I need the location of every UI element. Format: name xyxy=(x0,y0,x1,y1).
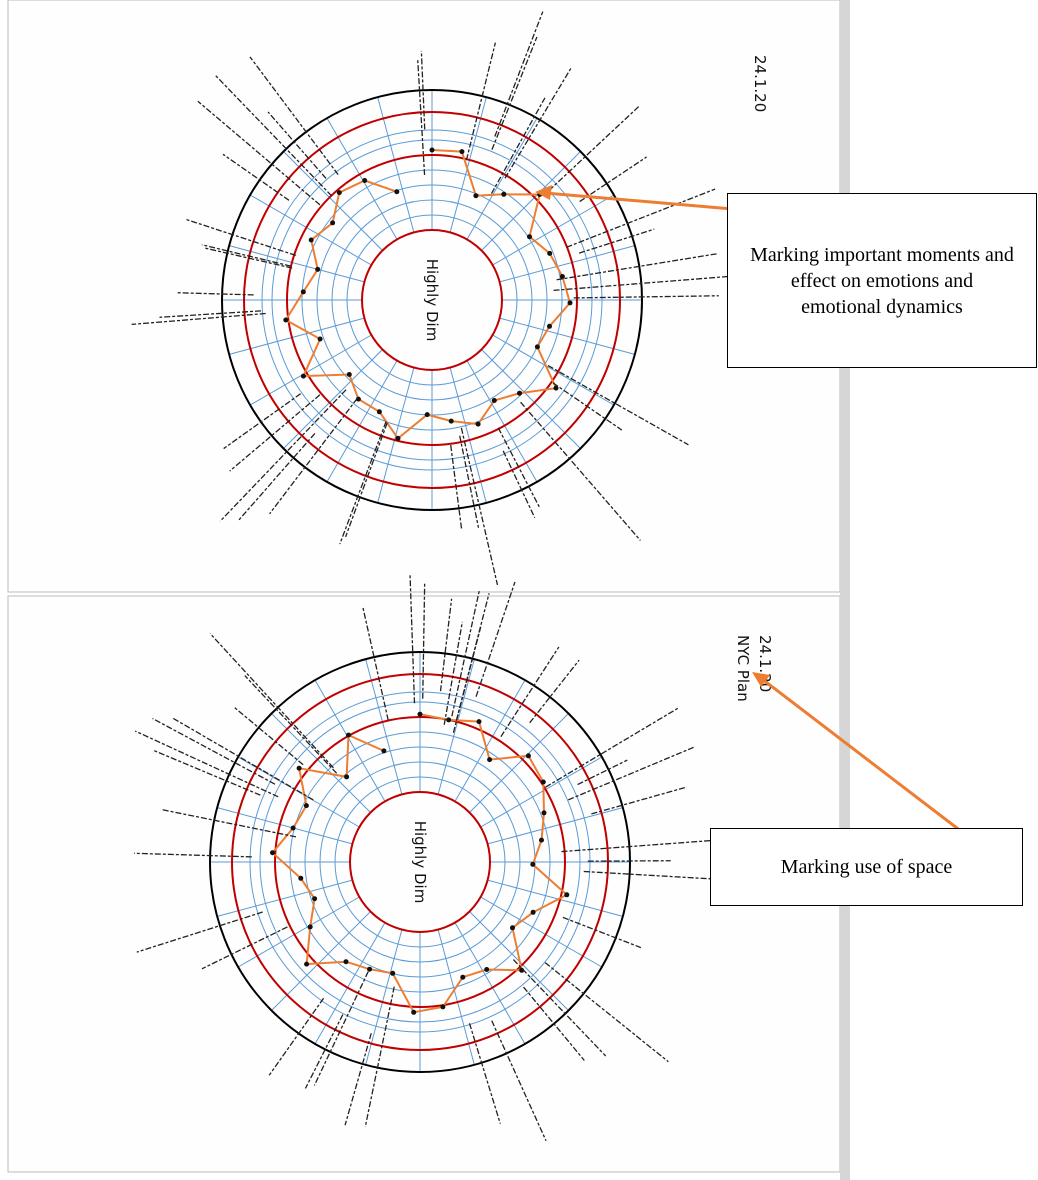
trace-point xyxy=(304,962,309,967)
trace-point xyxy=(476,422,481,427)
trace-point xyxy=(312,896,317,901)
date: 24.1.20 xyxy=(756,635,774,692)
date: 24.1.20 xyxy=(751,55,769,112)
trace-point xyxy=(297,766,302,771)
heading: NYC Plan xyxy=(734,635,752,702)
callout: Marking use of space xyxy=(710,828,1023,906)
trace-point xyxy=(309,238,314,243)
trace-point xyxy=(298,876,303,881)
trace-point xyxy=(425,412,430,417)
scan-edge xyxy=(840,0,850,1180)
trace-point xyxy=(301,289,306,294)
trace-point xyxy=(531,910,536,915)
trace-point xyxy=(344,774,349,779)
trace-point xyxy=(440,1004,445,1009)
trace-point xyxy=(542,810,547,815)
trace-point xyxy=(527,234,532,239)
page: Highly Dim Highly Dim 24.1.20 24.1.20 NY… xyxy=(0,0,1038,1180)
trace-point xyxy=(517,391,522,396)
trace-point xyxy=(318,337,323,342)
trace-point xyxy=(446,717,451,722)
callout: Marking important moments and effect on … xyxy=(727,193,1037,368)
trace-point xyxy=(568,300,573,305)
trace-point xyxy=(390,971,395,976)
trace-point xyxy=(396,436,401,441)
trace-point xyxy=(526,753,531,758)
trace-point xyxy=(346,733,351,738)
trace-point xyxy=(411,1010,416,1015)
trace-point xyxy=(484,967,489,972)
trace-point xyxy=(270,850,275,855)
trace-point xyxy=(362,178,367,183)
trace-point xyxy=(291,826,296,831)
trace-point xyxy=(530,862,535,867)
trace-point xyxy=(301,374,306,379)
trace-point xyxy=(283,318,288,323)
trace-point xyxy=(564,892,569,897)
trace-point xyxy=(394,189,399,194)
center-label: Highly Dim xyxy=(411,821,429,904)
trace-point xyxy=(541,780,546,785)
trace-point xyxy=(539,838,544,843)
trace-point xyxy=(308,924,313,929)
trace-point xyxy=(381,748,386,753)
trace-point xyxy=(418,712,423,717)
trace-point xyxy=(344,959,349,964)
trace-point xyxy=(347,372,352,377)
trace-point xyxy=(535,344,540,349)
trace-point xyxy=(330,220,335,225)
trace-point xyxy=(377,409,382,414)
trace-point xyxy=(367,967,372,972)
trace-point xyxy=(477,719,482,724)
trace-point xyxy=(492,398,497,403)
trace-point xyxy=(547,324,552,329)
trace-point xyxy=(473,193,478,198)
scan: Highly Dim Highly Dim 24.1.20 24.1.20 NY… xyxy=(0,0,1038,1180)
trace-point xyxy=(304,803,309,808)
trace-point xyxy=(460,975,465,980)
trace-point xyxy=(501,192,506,197)
trace-point xyxy=(315,267,320,272)
trace-point xyxy=(449,419,454,424)
trace-point xyxy=(459,149,464,154)
trace-point xyxy=(430,148,435,153)
center-label: Highly Dim xyxy=(423,259,441,342)
trace-point xyxy=(510,925,515,930)
trace-point xyxy=(337,190,342,195)
trace-point xyxy=(547,251,552,256)
trace-point xyxy=(487,757,492,762)
